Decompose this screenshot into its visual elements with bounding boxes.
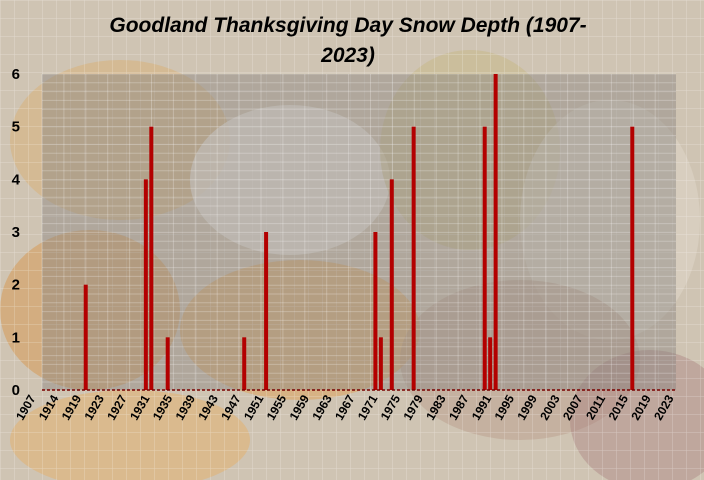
chart-title-line-1: Goodland Thanksgiving Day Snow Depth (19… <box>109 14 586 37</box>
bar-1948 <box>264 232 269 390</box>
bar-1975 <box>411 126 416 391</box>
y-tick-label: 1 <box>12 329 20 346</box>
bar-1930 <box>165 337 170 390</box>
bar-1968 <box>373 232 378 390</box>
y-tick-label: 2 <box>12 277 20 294</box>
bar-1927 <box>149 126 154 391</box>
chart-title-line-2: 2023) <box>320 44 375 67</box>
bar-1990 <box>493 74 498 390</box>
bar-1989 <box>488 337 493 390</box>
bar-1915 <box>83 284 88 390</box>
bar-1969 <box>378 337 383 390</box>
y-tick-label: 6 <box>12 66 20 83</box>
y-tick-label: 3 <box>12 224 20 241</box>
bar-1926 <box>143 179 148 390</box>
bar-2015 <box>630 126 635 391</box>
bar-1988 <box>482 126 487 391</box>
gridlines <box>41 73 676 390</box>
bars <box>83 74 635 391</box>
y-axis-ticks: 0 1 2 3 4 5 6 <box>12 66 21 399</box>
y-tick-label: 4 <box>12 171 21 188</box>
bar-1971 <box>389 179 394 390</box>
bar-1944 <box>242 337 247 390</box>
y-tick-label: 0 <box>12 382 20 399</box>
y-tick-label: 5 <box>12 119 20 136</box>
